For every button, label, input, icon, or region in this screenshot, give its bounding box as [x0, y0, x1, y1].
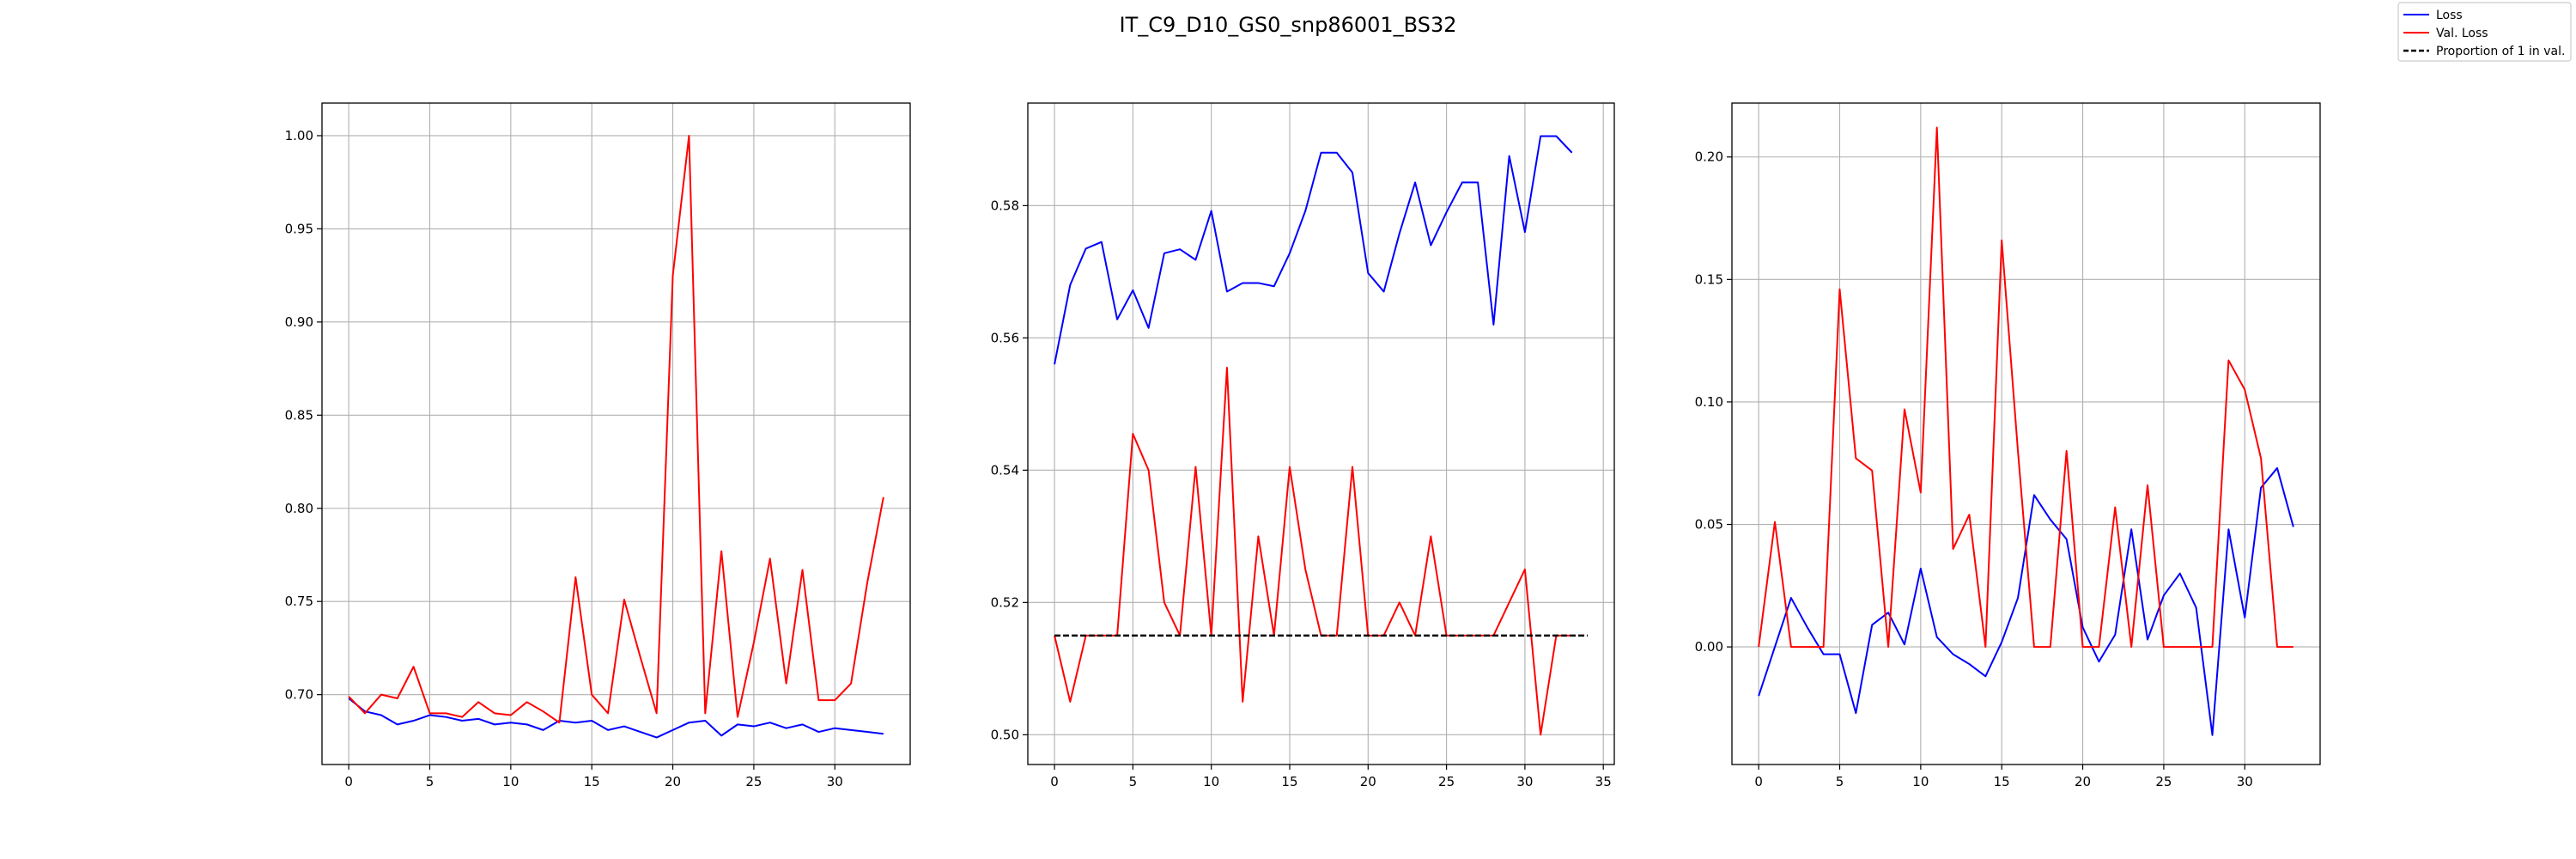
x-tick-label: 25 — [1438, 774, 1455, 789]
y-tick-label: 0.85 — [285, 407, 313, 423]
legend-frame — [2397, 2, 2572, 62]
x-tick-label: 20 — [2075, 774, 2091, 789]
x-tick-label: 20 — [665, 774, 681, 789]
y-tick-label: 0.56 — [991, 330, 1019, 345]
x-tick-label: 25 — [745, 774, 762, 789]
series-line-0-1 — [348, 134, 884, 724]
y-tick-label: 0.70 — [285, 687, 313, 703]
y-tick-label: 0.50 — [991, 727, 1019, 742]
y-tick-label: 0.52 — [991, 594, 1019, 610]
legend-label-proportion: Proportion of 1 in val. — [2436, 45, 2565, 58]
x-tick-label: 15 — [584, 774, 600, 789]
x-tick-label: 15 — [1281, 774, 1297, 789]
x-tick-label: 5 — [1129, 774, 1138, 789]
x-tick-label: 10 — [1203, 774, 1219, 789]
series-line-1-0 — [1054, 135, 1573, 365]
y-tick-label: 0.58 — [991, 198, 1019, 213]
series-line-2-0 — [1758, 466, 2294, 736]
x-tick-label: 0 — [1754, 774, 1763, 789]
y-tick-label: 0.15 — [1695, 271, 1723, 287]
figure-title: IT_C9_D10_GS0_snp86001_BS32 — [1120, 13, 1457, 37]
y-tick-label: 0.10 — [1695, 394, 1723, 410]
x-tick-label: 20 — [1360, 774, 1376, 789]
y-tick-label: 0.80 — [285, 501, 313, 516]
x-tick-label: 15 — [1994, 774, 2010, 789]
legend-label-val-loss: Val. Loss — [2436, 27, 2488, 40]
subplot-middle: 0 5 10 15 20 25 30 35 0.50 0.52 0.54 0.56 0.58 — [991, 102, 1615, 789]
y-tick-label: 0.75 — [285, 594, 313, 609]
series-line-1-1 — [1054, 367, 1572, 736]
axes-frame — [1731, 102, 2321, 765]
x-tick-label: 35 — [1595, 774, 1612, 789]
axes-frame — [321, 102, 911, 765]
axes-frame — [1027, 102, 1615, 765]
x-tick-label: 30 — [2237, 774, 2253, 789]
y-tick-label: 0.00 — [1695, 639, 1723, 655]
legend: Loss Val. Loss Proportion of 1 in val. — [2397, 2, 2572, 62]
subplot-right: 0 5 10 15 20 25 30 0.00 0.05 0.10 0.15 0.20 — [1695, 102, 2321, 789]
x-tick-label: 0 — [344, 774, 353, 789]
subplot-left: 0 5 10 15 20 25 30 0.70 0.75 0.80 0.85 0.90 0.95 1.00 — [285, 102, 911, 789]
x-tick-label: 0 — [1050, 774, 1059, 789]
x-tick-label: 30 — [1516, 774, 1533, 789]
x-tick-label: 10 — [1912, 774, 1929, 789]
x-tick-label: 30 — [827, 774, 843, 789]
x-tick-label: 5 — [1836, 774, 1844, 789]
series-line-2-1 — [1758, 126, 2293, 649]
y-tick-label: 0.54 — [991, 462, 1019, 478]
legend-label-loss: Loss — [2436, 9, 2463, 22]
y-tick-label: 0.90 — [285, 314, 313, 330]
y-tick-label: 0.05 — [1695, 517, 1723, 533]
y-tick-label: 0.95 — [285, 221, 313, 236]
y-tick-label: 1.00 — [285, 128, 313, 143]
series-line-0-0 — [348, 698, 884, 739]
y-tick-label: 0.20 — [1695, 149, 1723, 165]
x-tick-label: 5 — [426, 774, 434, 789]
x-tick-label: 25 — [2155, 774, 2172, 789]
x-tick-label: 10 — [502, 774, 519, 789]
